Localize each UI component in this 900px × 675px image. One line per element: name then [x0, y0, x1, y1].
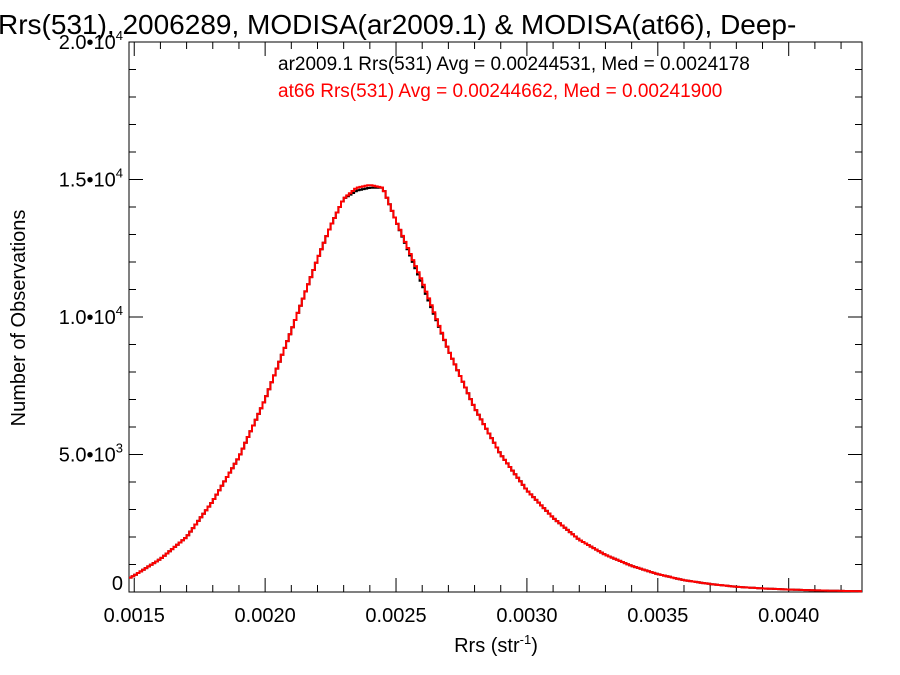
y-tick-label-exponent: 4 [116, 28, 123, 43]
plot-frame [128, 41, 863, 593]
series-line-at66 [129, 184, 862, 593]
y-tick-label-mantissa: 5.0•10 [59, 445, 116, 467]
x-axis-label-close: ) [531, 635, 538, 657]
y-tick-label: 1.0•104 [59, 303, 123, 329]
x-tick-label: 0.0020 [235, 605, 296, 627]
y-tick-label-exponent: 4 [116, 303, 123, 318]
x-axis-ticks: 0.0015 0.0020 0.0025 0.0030 0.0035 0.0040 [104, 42, 842, 627]
x-tick-label: 0.0015 [104, 605, 165, 627]
y-axis-label: Number of Observations [8, 210, 30, 427]
x-axis-label-exponent: -1 [520, 632, 532, 647]
y-tick-label-mantissa: 1.0•10 [59, 307, 116, 329]
series-lines [129, 184, 862, 593]
legend-entry-ar2009: ar2009.1 Rrs(531) Avg = 0.00244531, Med … [278, 54, 750, 75]
y-tick-label: 5.0•103 [59, 441, 123, 467]
y-tick-label-mantissa: 2.0•10 [59, 32, 116, 54]
x-tick-label: 0.0040 [758, 605, 819, 627]
y-tick-label-exponent: 4 [116, 166, 123, 181]
x-axis-label: Rrs (str-1) [454, 632, 538, 657]
chart-title: Rrs(531), 2006289, MODISA(ar2009.1) & MO… [0, 9, 796, 40]
x-tick-label: 0.0025 [365, 605, 426, 627]
series-line-ar2009 [129, 186, 862, 593]
y-tick-label: 1.5•104 [59, 166, 123, 192]
y-tick-label-exponent: 3 [116, 441, 123, 456]
y-tick-label-mantissa: 0 [112, 573, 123, 595]
y-tick-label-mantissa: 1.5•10 [59, 170, 116, 192]
y-tick-label: 0 [112, 573, 123, 595]
legend-entry-at66: at66 Rrs(531) Avg = 0.00244662, Med = 0.… [278, 81, 722, 102]
x-tick-label: 0.0035 [627, 605, 688, 627]
x-tick-label: 0.0030 [496, 605, 557, 627]
x-axis-label-main: Rrs (str [454, 635, 520, 657]
y-tick-label: 2.0•104 [59, 28, 123, 54]
